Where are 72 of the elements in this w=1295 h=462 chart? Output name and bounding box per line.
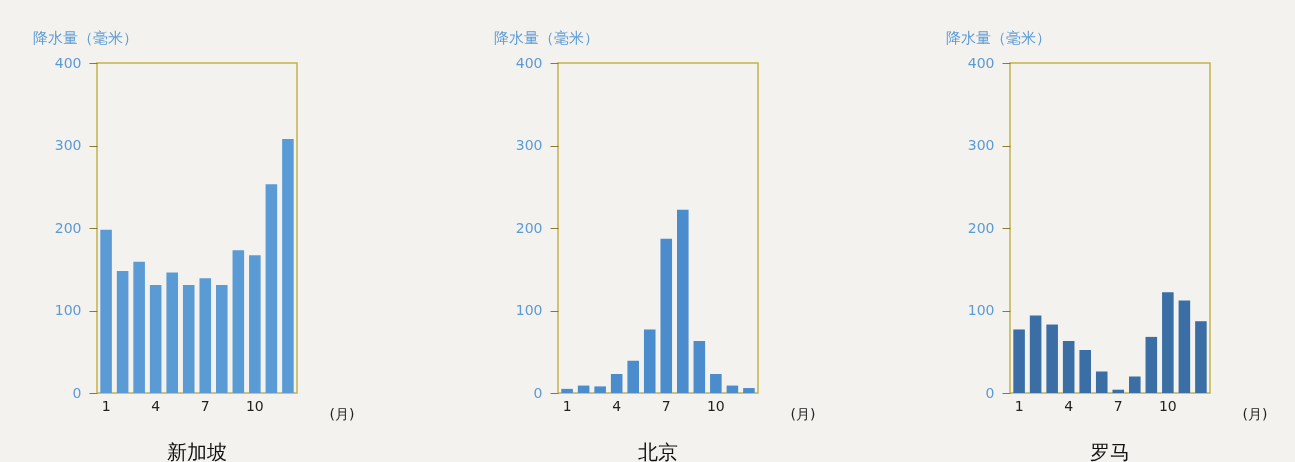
bar [693,341,706,393]
y-tick-label: 400 [54,54,82,71]
bar [1145,336,1158,393]
y-tick-label: 200 [515,219,543,236]
text: 罗马 [1090,440,1130,462]
x-tick-label: 10 [245,397,264,414]
bar [743,388,755,393]
bar [594,386,606,393]
x-tick-label: 10 [1158,397,1177,414]
bar [249,255,261,393]
y-tick-label: 300 [967,137,995,153]
bar [610,374,623,393]
text: 新加坡 [167,440,227,462]
y-tick-label: 300 [54,137,82,153]
y-tick-label: 0 [72,384,82,401]
bar [282,138,294,393]
x-tick-label: 1 [101,397,111,414]
bar [677,209,689,393]
x-tick-label: 4 [1064,397,1074,414]
bar [710,374,722,393]
x-tick-label: 4 [151,397,161,414]
y-tick-label: 300 [515,137,543,153]
y-tick-label: 400 [515,54,543,71]
x-tick-label: 7 [661,397,671,414]
bar [1029,315,1042,393]
x-tick-label: 7 [1113,397,1123,414]
bar [1112,389,1125,393]
bar [116,270,129,393]
bar [561,388,573,393]
bar [182,284,195,393]
bar [1013,329,1025,393]
bar [166,272,178,393]
bar [216,284,228,393]
bar [1046,324,1058,393]
bar [1062,341,1075,393]
y-tick-label: 200 [54,219,82,236]
text: 北京 [638,440,678,462]
x-tick-label: 1 [1014,397,1024,414]
x-tick-label: 4 [612,397,622,414]
y-tick-label: 0 [985,384,995,401]
y-tick-label: 0 [533,384,543,401]
bar [726,385,739,393]
bar [133,261,145,393]
bar [1129,376,1141,393]
y-axis-title: 降水量（毫米） [32,28,138,47]
y-tick-label: 100 [515,302,543,318]
bar [627,360,639,393]
x-tick-label: 10 [706,397,725,414]
bar [1195,321,1207,393]
bar [643,329,656,393]
y-axis-title: 降水量（毫米） [945,28,1051,47]
x-axis-title: (月) [790,405,816,422]
y-tick-label: 200 [967,219,995,236]
bar [149,284,162,393]
x-tick-label: 1 [562,397,572,414]
bar [265,184,278,393]
bar [1162,292,1174,393]
x-axis-title: (月) [329,405,355,422]
x-tick-label: 7 [200,397,210,414]
bar [577,385,590,393]
bar [199,278,212,393]
y-axis-title: 降水量（毫米） [493,28,599,47]
bar [660,238,673,393]
bar [1095,371,1108,393]
bar [1079,350,1091,393]
y-tick-label: 100 [967,302,995,318]
bar [1178,300,1191,393]
y-tick-label: 100 [54,302,82,318]
x-axis-title: (月) [1242,405,1268,422]
bar [100,229,112,393]
bar [232,250,245,393]
y-tick-label: 400 [967,54,995,71]
